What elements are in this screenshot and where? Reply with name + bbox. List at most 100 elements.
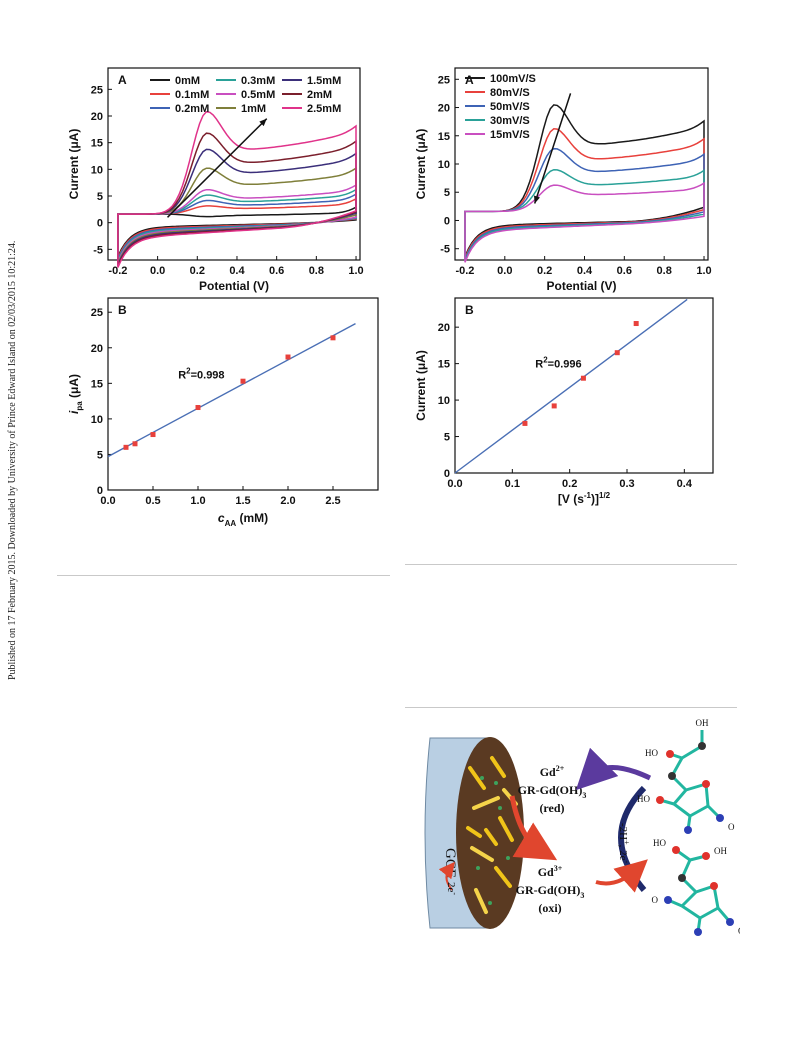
legend-label: 0.1mM: [175, 89, 209, 101]
y-axis-label: Current (μA): [67, 129, 81, 200]
y-tick-label: 15: [91, 138, 103, 150]
r-squared-value: =0.996: [548, 358, 582, 370]
side-note-text: Published on 17 February 2015. Downloade…: [7, 241, 18, 680]
y-tick-label: 20: [91, 343, 103, 355]
x-tick-label: 0.8: [657, 265, 672, 277]
x-axis-label-mid: )]: [591, 492, 599, 506]
trend-arrow-head: [534, 195, 540, 204]
data-point: [150, 432, 156, 438]
atom-label: OH: [696, 718, 709, 728]
legend-label: 0.5mM: [241, 89, 275, 101]
y-axis-label-main: i: [67, 410, 81, 414]
legend-label: 80mV/S: [490, 87, 530, 99]
reaction-b: , 2e: [617, 845, 629, 861]
cv-scan-rate-chart: -0.2 0.0 0.2 0.4 0.6 0.8 1.0 -5 0 5 10 15 20 25 100mV/…: [414, 67, 712, 293]
y-tick-label: -5: [93, 244, 103, 256]
y-tick-label: 20: [438, 322, 450, 334]
oxi-state: (oxi): [538, 901, 561, 915]
legend-label: 2.5mM: [307, 103, 341, 115]
ipa-vs-concentration-chart: 0.0 0.5 1.0 1.5 2.0 2.5 0 5 10 15 20 25 B R2=0.998 cAA…: [67, 297, 379, 528]
y-tick-label: 10: [91, 414, 103, 426]
svg-text:-2H+, 2e-: -2H+, 2e-: [617, 823, 631, 864]
divider-right-1: [405, 564, 737, 565]
data-point: [240, 378, 246, 384]
x-tick-label: 1.0: [348, 265, 363, 277]
y-tick-label: 5: [444, 187, 450, 199]
y-tick-label: 20: [438, 103, 450, 115]
series-line-15mV/S: [464, 181, 705, 263]
red-ion-sup: 2+: [556, 764, 565, 773]
y-tick-label: -5: [440, 244, 450, 256]
y-tick-label: 15: [438, 359, 450, 371]
divider-left: [57, 575, 390, 576]
x-tick-label: -0.2: [455, 265, 474, 277]
legend-label: 1.5mM: [307, 75, 341, 87]
series-line-50mV/S: [464, 147, 705, 260]
x-axis-label-main: c: [218, 511, 225, 525]
oxi-ion-sup: 3+: [554, 864, 563, 873]
x-tick-label: 0.6: [269, 265, 284, 277]
atom-label: HO: [637, 794, 650, 804]
atom-label: O: [652, 895, 659, 905]
x-tick-label: 0.6: [617, 265, 632, 277]
data-point: [195, 405, 201, 411]
y-tick-label: 10: [438, 395, 450, 407]
redox-arrows: -2H+, 2e-: [509, 747, 652, 893]
electron-text: 2e: [445, 882, 457, 893]
x-tick-label: 2.0: [280, 495, 295, 507]
y-tick-label: 25: [438, 74, 450, 86]
fit-line: [454, 298, 688, 474]
dehydroascorbic-acid-molecule: HO OH O O: [652, 838, 740, 936]
trend-arrow: [533, 93, 572, 204]
side-note: Published on 17 February 2015. Downloade…: [7, 241, 18, 680]
reaction-b-sup: -: [622, 861, 631, 864]
y-tick-label: 25: [91, 307, 103, 319]
trend-arrow-head: [259, 118, 267, 127]
x-axis-label-sup2: 1/2: [599, 491, 611, 500]
y-tick-label: 15: [438, 131, 450, 143]
data-point: [580, 375, 586, 381]
plot-frame: [454, 297, 714, 474]
data-point: [285, 354, 291, 360]
legend-label: 0.2mM: [175, 103, 209, 115]
x-tick-label: 0.2: [562, 478, 577, 490]
y-axis-label: Current (μA): [414, 350, 428, 421]
data-point: [330, 335, 336, 341]
y-tick-label: 5: [97, 191, 103, 203]
r-squared-annotation: R2=0.996: [535, 355, 581, 370]
plot-frame: [107, 67, 361, 261]
x-tick-label: 1.0: [696, 265, 711, 277]
x-axis-label-main: [V (s: [558, 492, 584, 506]
x-tick-label: -0.2: [108, 265, 127, 277]
x-tick-label: 0.3: [619, 478, 634, 490]
y-tick-label: 0: [97, 485, 103, 497]
x-axis-label: [V (s-1)]1/2: [558, 491, 611, 506]
data-point: [614, 350, 620, 356]
x-tick-label: 0.1: [505, 478, 520, 490]
legend-label: 2mM: [307, 89, 332, 101]
x-tick-label: 1.0: [190, 495, 205, 507]
y-tick-label: 15: [91, 378, 103, 390]
r-squared-value: =0.998: [191, 369, 225, 381]
y-tick-label: 20: [91, 111, 103, 123]
atom-label: O: [738, 926, 740, 936]
y-tick-label: 0: [97, 218, 103, 230]
graphene-green-dots: [476, 776, 510, 905]
x-axis-label: Potential (V): [199, 279, 269, 293]
mechanism-scheme: GCE 2e- Gd2+ GR-Gd(OH)3 (red) Gd3+ GR-Gd…: [424, 718, 740, 936]
series-line-0mM: [117, 205, 357, 258]
series-line-0.5mM: [117, 183, 357, 263]
x-tick-label: 0.8: [309, 265, 324, 277]
oxi-ion: Gd: [538, 865, 554, 879]
red-state: (red): [539, 801, 564, 815]
legend-label: 0.3mM: [241, 75, 275, 87]
svg-text:Gd2+: Gd2+: [540, 764, 565, 779]
r-squared-annotation: R2=0.998: [178, 366, 224, 381]
reduced-state: Gd2+ GR-Gd(OH)3 (red): [518, 764, 587, 815]
atom-label: OH: [714, 846, 727, 856]
r-squared-sup: 2: [186, 366, 191, 375]
y-axis-label-sub: pa: [75, 401, 84, 411]
r-squared-sup: 2: [543, 355, 548, 364]
panel-label: B: [465, 303, 474, 317]
r-squared-main: R: [535, 358, 543, 370]
